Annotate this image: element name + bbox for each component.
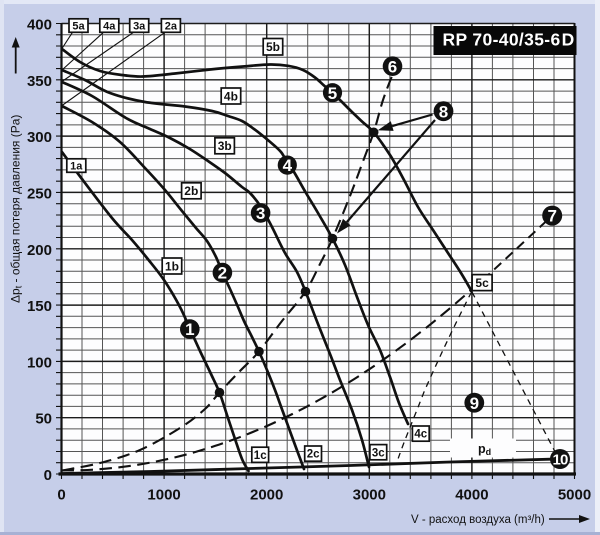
svg-text:5000: 5000 [558, 486, 591, 503]
svg-text:4000: 4000 [455, 486, 488, 503]
svg-text:0: 0 [44, 467, 52, 484]
svg-text:300: 300 [27, 129, 52, 146]
svg-text:3c: 3c [372, 447, 385, 459]
svg-text:400: 400 [27, 17, 52, 34]
svg-text:1a: 1a [70, 161, 83, 173]
svg-text:350: 350 [27, 73, 52, 90]
svg-text:8: 8 [439, 102, 448, 121]
svg-text:3: 3 [256, 204, 265, 223]
svg-text:5b: 5b [266, 40, 280, 54]
svg-text:1: 1 [185, 320, 194, 339]
svg-text:4a: 4a [103, 21, 116, 33]
svg-text:200: 200 [27, 242, 52, 259]
svg-text:250: 250 [27, 185, 52, 202]
svg-text:V - расход воздуха (m³/h): V - расход воздуха (m³/h) [411, 514, 545, 526]
svg-text:RP 70-40/35-6D: RP 70-40/35-6D [443, 30, 575, 50]
svg-text:4: 4 [283, 156, 293, 175]
svg-text:1c: 1c [254, 450, 267, 462]
svg-text:2a: 2a [165, 21, 178, 33]
svg-text:3000: 3000 [353, 486, 386, 503]
svg-text:Δpt - общая потеря давления (P: Δpt - общая потеря давления (Pa) [9, 115, 24, 303]
svg-text:50: 50 [35, 411, 52, 428]
svg-text:2000: 2000 [250, 486, 283, 503]
svg-text:10: 10 [552, 451, 568, 468]
svg-text:2b: 2b [184, 184, 198, 198]
svg-text:9: 9 [470, 394, 479, 413]
svg-text:5c: 5c [475, 276, 489, 290]
svg-text:5: 5 [328, 84, 337, 103]
svg-text:5a: 5a [72, 21, 85, 33]
svg-text:6: 6 [388, 57, 397, 76]
svg-text:1b: 1b [165, 259, 179, 273]
svg-text:100: 100 [27, 354, 52, 371]
svg-text:4b: 4b [224, 89, 238, 103]
svg-text:7: 7 [547, 207, 556, 226]
svg-text:3a: 3a [133, 21, 146, 33]
svg-text:1000: 1000 [147, 486, 180, 503]
svg-text:4c: 4c [414, 429, 427, 441]
svg-text:0: 0 [57, 486, 65, 503]
svg-text:2: 2 [218, 264, 227, 283]
svg-text:150: 150 [27, 298, 52, 315]
svg-text:2c: 2c [307, 449, 320, 461]
svg-text:3b: 3b [218, 139, 232, 153]
